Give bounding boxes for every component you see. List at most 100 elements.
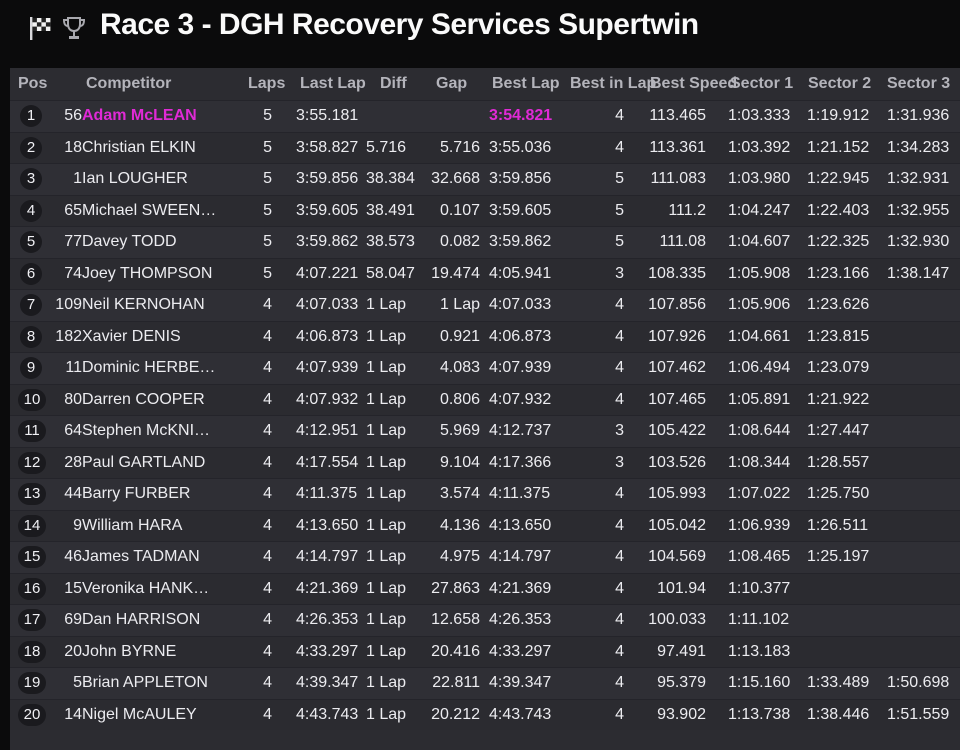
table-row[interactable]: 20 14 Nigel McAULEY 4 4:43.743 1 Lap 20.212 4:4… (10, 698, 960, 730)
cell-competitor[interactable]: William HARA (82, 516, 183, 534)
cell-competitor[interactable]: Michael SWEEN… (82, 201, 217, 219)
cell-competitor[interactable]: Paul GARTLAND (82, 453, 206, 471)
cell-best-speed: 107.465 (648, 390, 706, 408)
cell-best-in-lap: 3 (615, 453, 624, 471)
table-row[interactable]: 2 18 Christian ELKIN 5 3:58.827 5.716 5.716 3:5… (10, 131, 960, 163)
cell-competitor[interactable]: Xavier DENIS (82, 327, 181, 345)
cell-gap: 4.083 (439, 359, 480, 376)
table-row[interactable]: 5 77 Davey TODD 5 3:59.862 38.573 0.082 3:59.86… (10, 226, 960, 258)
position-badge: 2 (20, 136, 42, 159)
table-row[interactable]: 9 11 Dominic HERBE… 4 4:07.939 1 Lap 4.083 4:07… (10, 352, 960, 384)
cell-gap: 3.574 (439, 485, 480, 502)
col-competitor[interactable]: Competitor (86, 75, 172, 92)
position-badge: 20 (18, 703, 46, 726)
cell-competitor[interactable]: Dan HARRISON (82, 611, 201, 628)
position-badge: 17 (18, 609, 46, 631)
cell-number: 9 (73, 516, 82, 534)
cell-competitor[interactable]: Adam McLEAN (82, 107, 197, 124)
position-badge: 13 (18, 483, 46, 505)
cell-sector1: 1:04.607 (728, 233, 791, 250)
col-last-lap[interactable]: Last Lap (300, 75, 366, 92)
cell-best-speed: 107.856 (648, 296, 706, 313)
table-row[interactable]: 8 182 Xavier DENIS 4 4:06.873 1 Lap 0.921 4:06.… (10, 320, 960, 352)
table-row[interactable]: 12 28 Paul GARTLAND 4 4:17.554 1 Lap 9.104 4:17… (10, 446, 960, 478)
cell-best-lap: 4:26.353 (489, 611, 552, 628)
col-sector2[interactable]: Sector 2 (808, 75, 872, 92)
table-row[interactable]: 10 80 Darren COOPER 4 4:07.932 1 Lap 0.806 4:07… (10, 383, 960, 415)
col-best-in-lap[interactable]: Best in Lap (570, 75, 657, 92)
cell-gap: 20.416 (431, 642, 480, 660)
cell-diff: 1 Lap (366, 579, 407, 597)
cell-laps: 4 (263, 485, 272, 502)
cell-laps: 4 (263, 674, 272, 691)
cell-competitor[interactable]: Davey TODD (82, 233, 177, 250)
cell-laps: 4 (263, 611, 272, 628)
cell-best-speed: 111.2 (668, 201, 706, 219)
cell-competitor[interactable]: Dominic HERBE… (82, 359, 216, 376)
cell-best-speed: 105.422 (648, 422, 706, 439)
cell-competitor[interactable]: Stephen McKNI… (82, 422, 211, 439)
cell-best-lap: 3:59.856 (489, 170, 552, 187)
table-row[interactable]: 16 15 Veronika HANK… 4 4:21.369 1 Lap 27.863 4:… (10, 572, 960, 604)
col-diff[interactable]: Diff (380, 75, 407, 92)
cell-sector3: 1:51.559 (887, 705, 950, 723)
col-pos[interactable]: Pos (18, 75, 48, 92)
cell-competitor[interactable]: Christian ELKIN (82, 138, 196, 156)
col-best-speed[interactable]: Best Speed (650, 75, 738, 92)
cell-best-in-lap: 4 (615, 674, 624, 691)
cell-competitor[interactable]: Brian APPLETON (82, 674, 208, 691)
cell-competitor[interactable]: John BYRNE (82, 642, 177, 660)
table-row[interactable]: 18 20 John BYRNE 4 4:33.297 1 Lap 20.416 4:33.2… (10, 635, 960, 667)
cell-competitor[interactable]: Joey THOMPSON (82, 264, 213, 282)
cell-best-lap: 4:39.347 (489, 674, 552, 691)
cell-best-speed: 111.08 (659, 233, 706, 250)
cell-competitor[interactable]: Barry FURBER (82, 485, 191, 502)
cell-last-lap: 4:11.375 (296, 485, 358, 502)
cell-competitor[interactable]: Veronika HANK… (82, 579, 210, 597)
table-row[interactable]: 11 64 Stephen McKNI… 4 4:12.951 1 Lap 5.969 4:1… (10, 415, 960, 447)
cell-last-lap: 4:43.743 (296, 705, 359, 723)
col-best-lap[interactable]: Best Lap (492, 75, 560, 92)
cell-best-lap: 4:11.375 (489, 485, 551, 502)
cell-laps: 4 (263, 422, 272, 439)
cell-sector1: 1:11.102 (728, 611, 790, 628)
table-row[interactable]: 19 5 Brian APPLETON 4 4:39.347 1 Lap 22.811 4:3… (10, 667, 960, 699)
table-row[interactable]: 6 74 Joey THOMPSON 5 4:07.221 58.047 19.474 4:0… (10, 257, 960, 289)
cell-sector2: 1:26.511 (807, 516, 869, 534)
cell-number: 14 (64, 705, 82, 723)
table-row[interactable]: 7 109 Neil KERNOHAN 4 4:07.033 1 Lap 1 Lap 4:07… (10, 289, 960, 321)
cell-sector1: 1:03.333 (728, 107, 791, 124)
col-sector3[interactable]: Sector 3 (887, 75, 951, 92)
col-laps[interactable]: Laps (248, 75, 286, 92)
cell-sector2: 1:21.152 (807, 138, 870, 156)
cell-competitor[interactable]: James TADMAN (82, 548, 200, 565)
cell-competitor[interactable]: Ian LOUGHER (82, 170, 188, 187)
cell-best-speed: 93.902 (657, 705, 706, 723)
cell-competitor[interactable]: Darren COOPER (82, 390, 205, 408)
cell-last-lap: 3:59.862 (296, 233, 359, 250)
cell-competitor[interactable]: Nigel McAULEY (82, 705, 197, 723)
cell-best-in-lap: 4 (615, 359, 624, 376)
cell-best-lap: 3:59.862 (489, 233, 552, 250)
cell-number: 11 (65, 359, 82, 376)
cell-laps: 5 (263, 233, 272, 250)
cell-diff: 1 Lap (366, 611, 407, 628)
table-row[interactable]: 14 9 William HARA 4 4:13.650 1 Lap 4.136 4:13.6… (10, 509, 960, 541)
table-row[interactable]: 3 1 Ian LOUGHER 5 3:59.856 38.384 32.668 3:59.8… (10, 163, 960, 195)
table-row[interactable]: 17 69 Dan HARRISON 4 4:26.353 1 Lap 12.658 4:26… (10, 604, 960, 636)
cell-best-lap: 4:13.650 (489, 516, 552, 534)
cell-diff: 1 Lap (366, 327, 407, 345)
cell-last-lap: 3:59.605 (296, 201, 359, 219)
table-row[interactable]: 4 65 Michael SWEEN… 5 3:59.605 38.491 0.107 3:5… (10, 194, 960, 226)
col-sector1[interactable]: Sector 1 (730, 75, 794, 92)
table-row[interactable]: 13 44 Barry FURBER 4 4:11.375 1 Lap 3.574 4:11.… (10, 478, 960, 510)
col-gap[interactable]: Gap (436, 75, 468, 92)
cell-last-lap: 4:13.650 (296, 516, 359, 534)
cell-gap: 5.716 (439, 138, 480, 156)
cell-last-lap: 3:55.181 (296, 107, 359, 124)
table-row[interactable]: 15 46 James TADMAN 4 4:14.797 1 Lap 4.975 4:14.… (10, 541, 960, 573)
cell-competitor[interactable]: Neil KERNOHAN (82, 296, 205, 313)
table-row[interactable]: 1 56 Adam McLEAN 5 3:55.181 3:54.821 4 113.465 1… (10, 100, 960, 132)
cell-diff: 1 Lap (366, 453, 407, 471)
cell-best-lap: 4:21.369 (489, 579, 552, 597)
